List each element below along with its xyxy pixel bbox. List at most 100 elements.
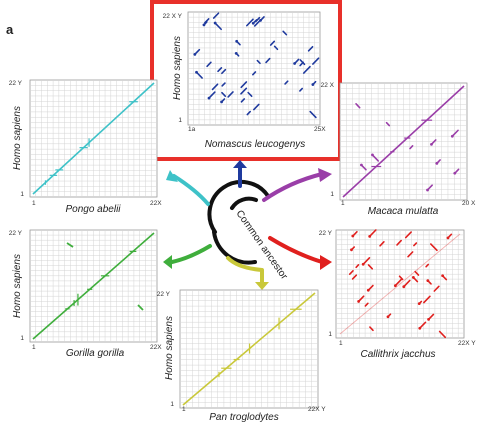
alignment-segment — [407, 251, 414, 258]
root-arc — [207, 179, 270, 234]
x-tick-start: 1 — [341, 200, 345, 207]
alignment-segment — [206, 61, 212, 68]
phylogenetic-tree — [163, 160, 332, 290]
alignment-segment — [433, 285, 440, 292]
alignment-segment — [212, 12, 220, 19]
y-tick-start: 1 — [330, 191, 334, 198]
alignment-segment — [402, 279, 411, 288]
alignment-segment — [425, 263, 430, 268]
alignment-dot — [251, 21, 255, 25]
alignment-dot — [371, 153, 374, 157]
dotplot-panel-nomascus: Nomascus leucogenys Homo sapiens 1a 25X … — [163, 11, 326, 150]
alignment-segment — [348, 269, 354, 275]
alignment-segment — [240, 98, 246, 103]
alignment-segment — [214, 22, 222, 31]
species-label: Nomascus leucogenys — [205, 139, 306, 150]
alignment-marks — [342, 85, 465, 198]
alignment-segment — [430, 243, 438, 252]
branch-pan — [226, 256, 264, 284]
alignment-segment — [299, 59, 306, 66]
alignment-segment — [367, 264, 374, 270]
x-tick-start: 1 — [32, 344, 36, 351]
alignment-segment — [217, 66, 223, 73]
alignment-marks — [182, 292, 316, 406]
species-label: Gorilla gorilla — [66, 348, 125, 359]
alignment-segment — [246, 110, 251, 116]
alignment-dot — [393, 284, 397, 287]
alignment-segment — [256, 59, 261, 65]
synteny-diagonal — [339, 233, 461, 335]
alignment-segment — [423, 295, 431, 304]
alignment-segment — [312, 57, 320, 65]
dotplot-panel-pan: Pan troglodytes Homo sapiens 1 22X Y 1 2… — [157, 289, 326, 423]
alignment-dot — [411, 276, 415, 279]
alignment-segment — [254, 16, 261, 23]
species-label: Macaca mulatta — [368, 206, 439, 217]
branch-pongo — [172, 174, 210, 206]
alignment-segment — [282, 30, 288, 36]
alignment-segment — [414, 270, 420, 276]
alignment-segment — [221, 82, 226, 87]
alignment-dot — [402, 285, 406, 289]
alignment-dot — [446, 236, 450, 240]
alignment-segment — [240, 87, 248, 95]
root-arc — [212, 230, 257, 265]
synteny-diagonal — [342, 85, 465, 198]
y-tick-start: 1 — [170, 401, 174, 408]
alignment-segment — [211, 83, 219, 91]
arrowhead-pongo — [166, 170, 178, 182]
alignment-dot — [202, 23, 206, 27]
arrowhead-gorilla — [163, 255, 172, 269]
y-axis-label: Homo sapiens — [12, 254, 23, 318]
alignment-dot — [441, 274, 445, 278]
x-tick-end: 22X Y — [308, 406, 326, 413]
dotplot-panel-pongo: Pongo abelii Homo sapiens 1 22X 1 22 Y — [9, 79, 162, 215]
alignment-segment — [247, 91, 253, 98]
alignment-dot — [350, 248, 353, 252]
alignment-segment — [404, 231, 412, 239]
alignment-marks — [339, 229, 461, 339]
alignment-segment — [66, 242, 74, 248]
alignment-dot — [207, 96, 211, 100]
y-tick-end: 22 X — [321, 82, 335, 89]
alignment-dot — [435, 161, 439, 165]
alignment-dot — [426, 188, 429, 192]
x-tick-start: 1 — [182, 406, 186, 413]
alignment-segment — [221, 68, 227, 75]
y-tick-end: 22 Y — [9, 80, 23, 87]
panel-letter: a — [6, 22, 14, 37]
dotplot-panel-callithrix: Callithrix jacchus 1 22X Y 1 22 Y — [319, 229, 476, 360]
y-tick-end: 22 Y — [157, 291, 171, 298]
grid — [335, 229, 465, 339]
alignment-dot — [234, 51, 238, 55]
arrowhead-macaca — [318, 168, 332, 182]
alignment-segment — [379, 241, 385, 247]
alignment-marks — [32, 82, 155, 195]
alignment-dot — [426, 279, 430, 283]
root-arc — [230, 196, 258, 210]
branch-gorilla — [170, 244, 212, 264]
alignment-dot — [386, 315, 390, 319]
alignment-segment — [137, 304, 144, 311]
y-tick-end: 22 Y — [9, 230, 23, 237]
synteny-diagonal — [32, 232, 155, 340]
alignment-dot — [351, 234, 355, 238]
alignment-dot — [366, 288, 370, 292]
alignment-segment — [265, 57, 271, 64]
alignment-segment — [364, 302, 369, 307]
alignment-marks — [32, 232, 155, 340]
branch-macaca — [262, 172, 324, 202]
alignment-segment — [227, 91, 234, 98]
x-tick-start: 1 — [32, 200, 36, 207]
dotplot-panel-gorilla: Gorilla gorilla Homo sapiens 1 22X 1 22 … — [9, 229, 162, 359]
alignment-segment — [398, 275, 404, 281]
y-tick-start: 1 — [20, 191, 24, 198]
alignment-segment — [368, 229, 377, 238]
alignment-segment — [221, 91, 227, 97]
alignment-dot — [430, 142, 433, 146]
y-axis-label: Homo sapiens — [164, 316, 175, 380]
alignment-segment — [355, 103, 361, 109]
arrowhead-pan — [255, 282, 269, 290]
alignment-dot — [357, 300, 361, 303]
alignment-segment — [253, 103, 260, 111]
